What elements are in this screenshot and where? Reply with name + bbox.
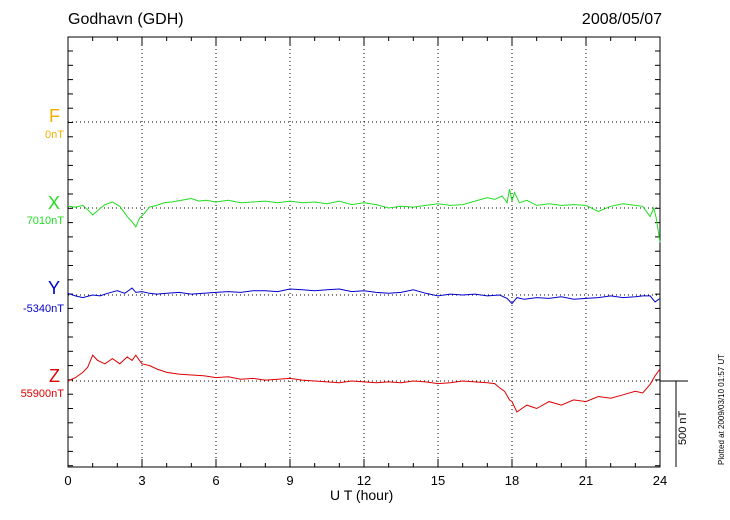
baseline-label-f: 0nT <box>45 129 64 141</box>
x-tick-label: 24 <box>653 473 667 488</box>
x-tick-label: 12 <box>357 473 371 488</box>
series-line-z <box>67 354 661 413</box>
x-tick-label: 6 <box>212 473 219 488</box>
x-tick-label: 0 <box>64 473 71 488</box>
baseline-label-y: -5340nT <box>23 303 64 315</box>
baseline-label-x: 7010nT <box>26 215 64 227</box>
series-label-f: F <box>49 106 60 126</box>
series-label-z: Z <box>49 366 60 386</box>
series-label-y: Y <box>47 278 60 298</box>
series-label-x: X <box>47 193 60 213</box>
date-title: 2008/05/07 <box>581 11 662 28</box>
plotted-timestamp: Plotted at 2009/03/10 01:57 UT <box>717 353 726 465</box>
baseline-label-z: 55900nT <box>20 388 64 400</box>
scale-bar-label: 500 nT <box>677 410 689 445</box>
series-line-x <box>67 188 661 243</box>
x-tick-label: 15 <box>431 473 445 488</box>
x-tick-label: 3 <box>138 473 145 488</box>
x-tick-label: 21 <box>579 473 593 488</box>
x-tick-label: 9 <box>286 473 293 488</box>
station-title: Godhavn (GDH) <box>68 11 184 28</box>
x-axis-label: U T (hour) <box>330 487 394 503</box>
series-line-y <box>67 287 661 305</box>
x-tick-label: 18 <box>505 473 519 488</box>
